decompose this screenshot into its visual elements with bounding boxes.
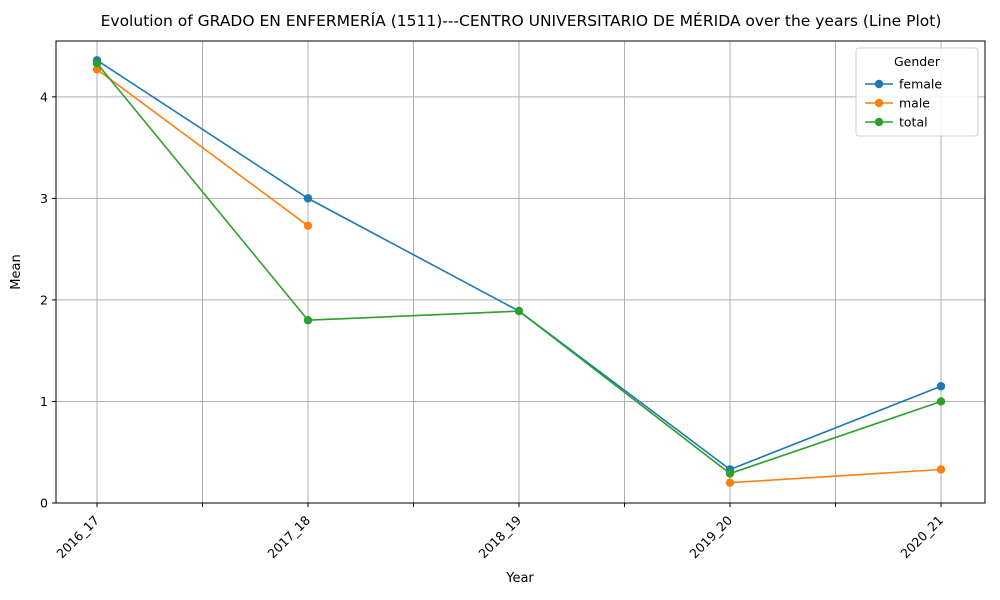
legend: Gender female male total [855, 47, 979, 137]
data-point-total [936, 397, 946, 406]
data-point-total [725, 469, 735, 478]
x-axis-label: Year [505, 571, 534, 586]
legend-label-total: total [899, 115, 928, 130]
legend-box [855, 47, 979, 137]
data-point-total [303, 316, 313, 325]
data-point-male [92, 65, 102, 74]
data-point-female [303, 194, 313, 203]
chart-title: Evolution of GRADO EN ENFERMERÍA (1511)-… [101, 11, 942, 30]
y-tick-label: 0 [40, 496, 48, 511]
y-axis-label: Mean [9, 254, 24, 289]
x-tick-label: 2017_18 [264, 512, 313, 561]
legend-label-female: female [899, 77, 942, 92]
legend-marker-total [874, 117, 884, 127]
legend-label-male: male [899, 96, 930, 111]
data-point-total [514, 306, 524, 316]
y-tick-label: 1 [40, 394, 48, 409]
series-line-male [96, 68, 309, 227]
x-tick-label: 2018_19 [475, 512, 524, 561]
y-tick-label: 4 [40, 89, 48, 104]
data-point-male [303, 221, 313, 230]
data-point-male [725, 478, 735, 487]
x-tick-label: 2016_17 [53, 513, 102, 562]
data-point-male [936, 465, 946, 474]
x-tick-label: 2020_21 [897, 513, 946, 562]
legend-marker-female [874, 79, 884, 89]
series-male [92, 65, 946, 487]
plot-frame [55, 40, 986, 504]
data-point-total [92, 59, 102, 68]
series-total [92, 59, 946, 478]
y-tick-label: 3 [40, 191, 48, 206]
x-tick-label: 2019_20 [686, 512, 735, 561]
series-layer [92, 56, 946, 487]
series-line-male [729, 468, 942, 484]
data-point-female [936, 382, 946, 391]
y-tick-label: 2 [40, 292, 48, 307]
legend-marker-male [874, 98, 884, 108]
legend-title: Gender [894, 54, 941, 69]
